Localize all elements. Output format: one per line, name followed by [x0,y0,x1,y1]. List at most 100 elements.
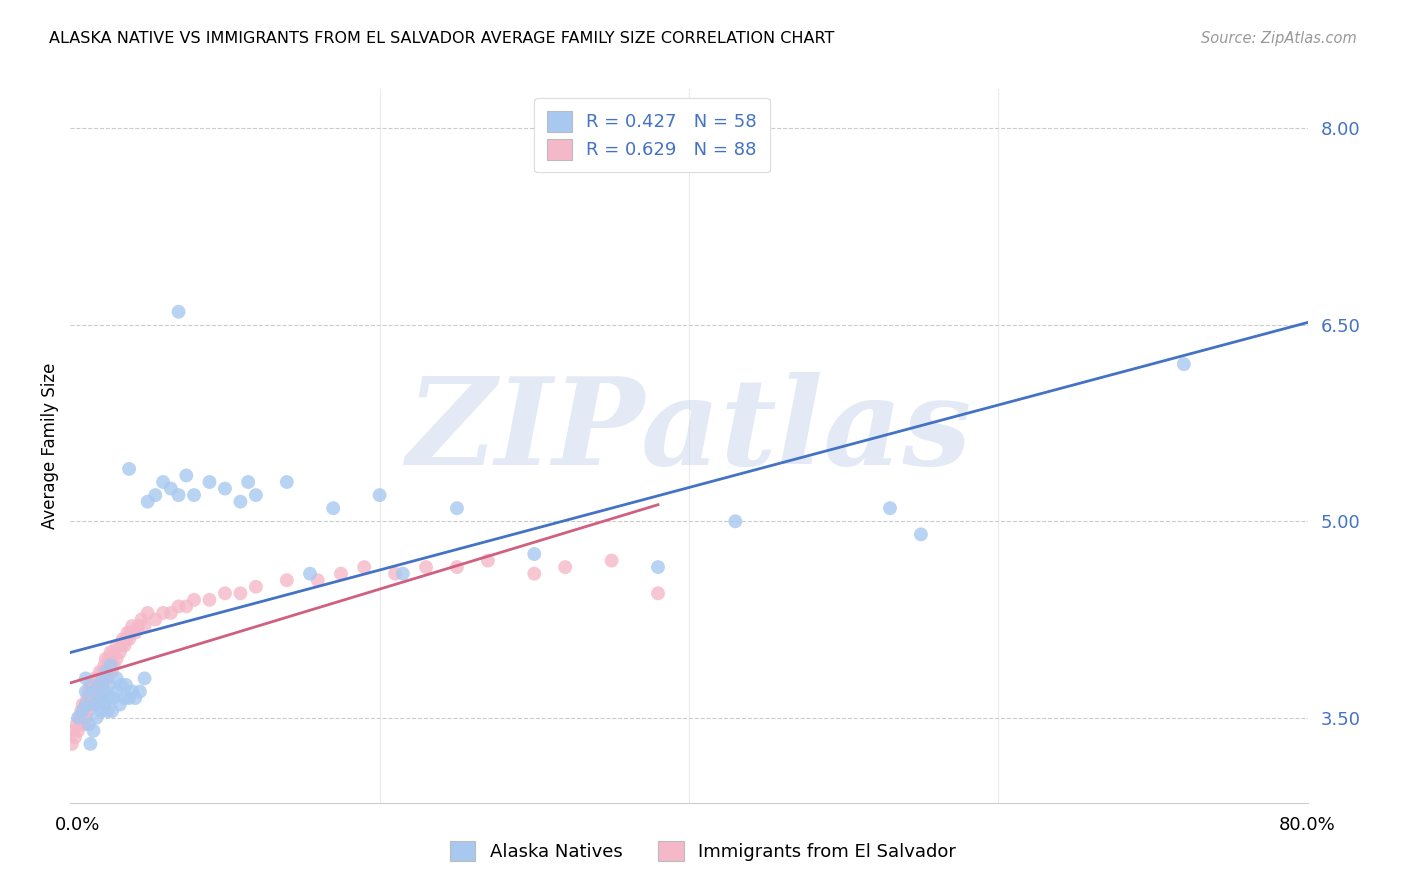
Point [75,698,97,712]
Point [103,645,125,659]
Point [67,723,90,738]
Text: 0.0%: 0.0% [55,816,100,834]
Point [75,711,97,725]
Point [299,566,322,581]
Point [554,560,576,574]
Point [93,698,115,712]
Point [94,652,117,666]
Point [77,684,100,698]
Point [121,619,143,633]
Point [183,488,205,502]
Point [87,684,110,698]
Point [167,305,190,319]
Point [134,619,156,633]
Point [910,527,932,541]
Point [100,658,122,673]
Point [79,678,101,692]
Point [87,672,110,686]
Point [82,678,105,692]
Point [93,658,115,673]
Legend: R = 0.427   N = 58, R = 0.629   N = 88: R = 0.427 N = 58, R = 0.629 N = 88 [534,98,769,172]
Point [82,691,105,706]
Point [73,704,96,718]
Point [90,691,112,706]
Point [307,573,329,587]
Point [101,704,124,718]
Point [80,698,103,712]
Point [75,684,97,698]
Point [446,501,468,516]
Point [167,599,190,614]
Point [75,672,97,686]
Point [118,462,141,476]
Point [82,684,105,698]
Point [229,494,252,508]
Point [111,632,134,647]
Point [98,652,120,666]
Point [214,482,236,496]
Point [108,698,131,712]
Point [96,704,118,718]
Point [105,672,128,686]
Point [647,560,669,574]
Point [82,723,105,738]
Point [90,684,112,698]
Point [89,665,111,679]
Point [70,717,93,731]
Point [103,691,125,706]
Point [124,625,146,640]
Point [152,606,174,620]
Point [198,475,221,489]
Point [183,592,205,607]
Point [330,566,353,581]
Point [238,475,260,489]
Point [76,704,98,718]
Point [94,665,117,679]
Point [124,691,146,706]
Point [214,586,236,600]
Point [1173,357,1195,371]
Point [120,625,142,640]
Point [86,691,108,706]
Point [87,678,110,692]
Point [86,678,108,692]
Point [115,678,138,692]
Point [174,599,197,614]
Point [131,612,153,626]
Point [129,684,152,698]
Point [77,698,100,712]
Point [101,652,124,666]
Point [145,612,166,626]
Legend: Alaska Natives, Immigrants from El Salvador: Alaska Natives, Immigrants from El Salva… [437,828,969,874]
Point [72,711,94,725]
Point [79,737,101,751]
Point [276,475,298,489]
Point [134,672,156,686]
Point [160,606,183,620]
Point [98,665,120,679]
Point [136,494,159,508]
Point [114,639,135,653]
Point [60,737,83,751]
Point [87,698,110,712]
Point [118,691,141,706]
Point [118,632,141,647]
Point [446,560,468,574]
Point [136,606,159,620]
Point [174,468,197,483]
Point [145,488,166,502]
Point [198,592,221,607]
Point [62,723,84,738]
Point [84,684,107,698]
Text: ZIPatlas: ZIPatlas [406,373,972,491]
Point [80,684,103,698]
Point [98,678,120,692]
Point [67,711,90,725]
Point [69,711,91,725]
Point [70,704,93,718]
Point [477,553,499,567]
Point [167,488,190,502]
Point [72,698,94,712]
Point [77,717,100,731]
Point [879,501,901,516]
